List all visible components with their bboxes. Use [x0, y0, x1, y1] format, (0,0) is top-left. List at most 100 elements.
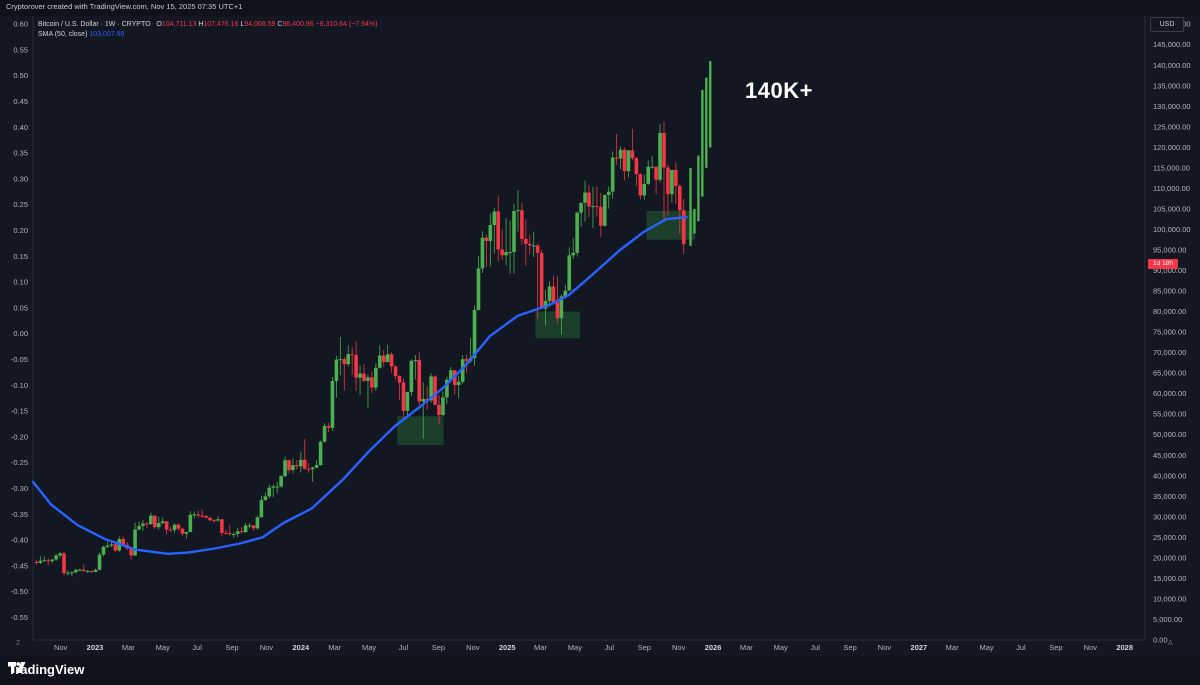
right-axis-tick-label: 80,000.00 — [1153, 307, 1186, 316]
candle-body — [220, 519, 224, 533]
candle-body — [555, 302, 560, 319]
right-axis-tick-label: 25,000.00 — [1153, 533, 1186, 542]
candle-body — [409, 360, 414, 393]
candle-body — [322, 426, 327, 442]
right-axis-tick-label: 65,000.00 — [1153, 369, 1186, 378]
candle-body — [200, 515, 204, 517]
tradingview-brand: TradingView — [8, 662, 85, 677]
left-axis-tick-label: 0.05 — [13, 303, 28, 312]
candle-body — [421, 399, 426, 402]
caption-bar: Cryptorover created with TradingView.com… — [0, 0, 1200, 16]
left-axis-tick-label: 0.50 — [13, 71, 28, 80]
left-axis-tick-label: 0.45 — [13, 97, 28, 106]
legend-sma-row: SMA (50, close) 103,007.69 — [38, 30, 377, 40]
candle-body — [389, 354, 394, 367]
candle-body — [291, 465, 295, 471]
legend-c-value: 96,400.96 — [282, 21, 314, 28]
candle-body — [78, 569, 82, 571]
right-axis-tick-label: 70,000.00 — [1153, 348, 1186, 357]
candle-body — [547, 286, 552, 301]
candle-body — [259, 500, 264, 518]
support-zone — [397, 416, 444, 445]
candle-body — [133, 529, 137, 556]
candle-body — [172, 524, 177, 530]
candle-body — [275, 486, 279, 488]
candle-body — [212, 520, 216, 522]
candle-body — [204, 516, 208, 518]
caption-text: Cryptorover created with TradingView.com… — [6, 2, 243, 11]
left-axis-tick-label: 0.40 — [13, 123, 28, 132]
currency-button[interactable]: USD — [1150, 17, 1184, 32]
right-axis-tick-label: 120,000.00 — [1153, 143, 1191, 152]
auto-scale-button[interactable]: A — [1168, 640, 1173, 647]
candle-body — [476, 268, 481, 310]
candle-body — [62, 553, 66, 574]
right-axis-tick-label: 55,000.00 — [1153, 410, 1186, 419]
candle-body — [445, 379, 449, 398]
candle-body — [441, 397, 445, 416]
candle-body — [393, 366, 398, 377]
right-axis-tick-label: 140,000.00 — [1153, 61, 1191, 70]
left-axis-corner[interactable]: Z — [16, 640, 21, 647]
left-axis-tick-label: -0.50 — [11, 587, 28, 596]
projection-bar — [689, 167, 692, 246]
right-axis-tick-label: 130,000.00 — [1153, 102, 1191, 111]
left-axis-tick-label: 0.00 — [13, 329, 28, 338]
candle-body — [662, 133, 666, 168]
candle-body — [342, 359, 347, 365]
right-axis-tick-label: 75,000.00 — [1153, 328, 1186, 337]
chart-area[interactable]: 0.00 5,000.00 10,000.00 15,000.00 20,000.00 2… — [0, 16, 1200, 656]
candle-body — [287, 460, 291, 471]
footer-bar: TradingView — [0, 656, 1200, 685]
candle-body — [54, 555, 58, 560]
left-axis-tick-label: -0.20 — [11, 432, 28, 441]
candle-body — [70, 572, 74, 574]
candle-body — [614, 157, 619, 159]
candle-body — [145, 523, 149, 525]
left-axis-tick-label: 0.15 — [13, 252, 28, 261]
left-axis-tick-label: -0.15 — [11, 407, 28, 416]
candle-body — [109, 544, 114, 546]
legend-change: −8,310.64 (−7.94%) — [315, 21, 378, 28]
candle-body — [42, 560, 47, 562]
candle-body — [271, 486, 276, 488]
candle-body — [176, 524, 181, 529]
candle-body — [622, 149, 627, 172]
projection-bar — [709, 61, 712, 148]
candle-body — [516, 210, 520, 212]
x-axis-tick-label: May — [156, 643, 170, 652]
chart-legend: Bitcoin / U.S. Dollar · 1W · CRYPTO O104… — [38, 20, 377, 40]
x-axis-tick-label: Nov — [466, 643, 480, 652]
left-axis-tick-label: -0.35 — [11, 510, 28, 519]
candle-body — [464, 359, 469, 361]
tradingview-logo[interactable]: TradingView — [8, 662, 84, 677]
candle-body — [527, 243, 532, 246]
candle-body — [85, 571, 90, 573]
right-axis-tick-label: 115,000.00 — [1153, 163, 1190, 172]
candle-body — [681, 210, 686, 245]
candle-body — [650, 166, 654, 168]
candle-body — [224, 532, 228, 534]
x-axis-tick-label: Jul — [1016, 643, 1026, 652]
candle-body — [531, 245, 536, 247]
candle-body — [559, 296, 564, 319]
candle-body — [405, 392, 410, 411]
left-axis-tick-label: -0.05 — [11, 355, 28, 364]
candle-body — [66, 572, 70, 574]
candle-body — [587, 192, 591, 207]
left-axis-tick-label: -0.30 — [11, 484, 28, 493]
candle-body — [366, 377, 370, 381]
plot-background — [33, 16, 1145, 640]
candle-body — [658, 133, 662, 180]
candle-body — [524, 238, 528, 244]
candle-body — [520, 210, 524, 239]
chart-svg[interactable]: 0.00 5,000.00 10,000.00 15,000.00 20,000.00 2… — [0, 16, 1200, 656]
candle-body — [38, 560, 43, 563]
candle-body — [539, 252, 544, 309]
legend-c-label: C — [277, 21, 283, 28]
x-axis-tick-label: May — [362, 643, 376, 652]
candle-body — [674, 169, 678, 186]
candle-body — [618, 149, 623, 159]
candle-body — [105, 545, 110, 547]
candle-body — [602, 194, 607, 226]
